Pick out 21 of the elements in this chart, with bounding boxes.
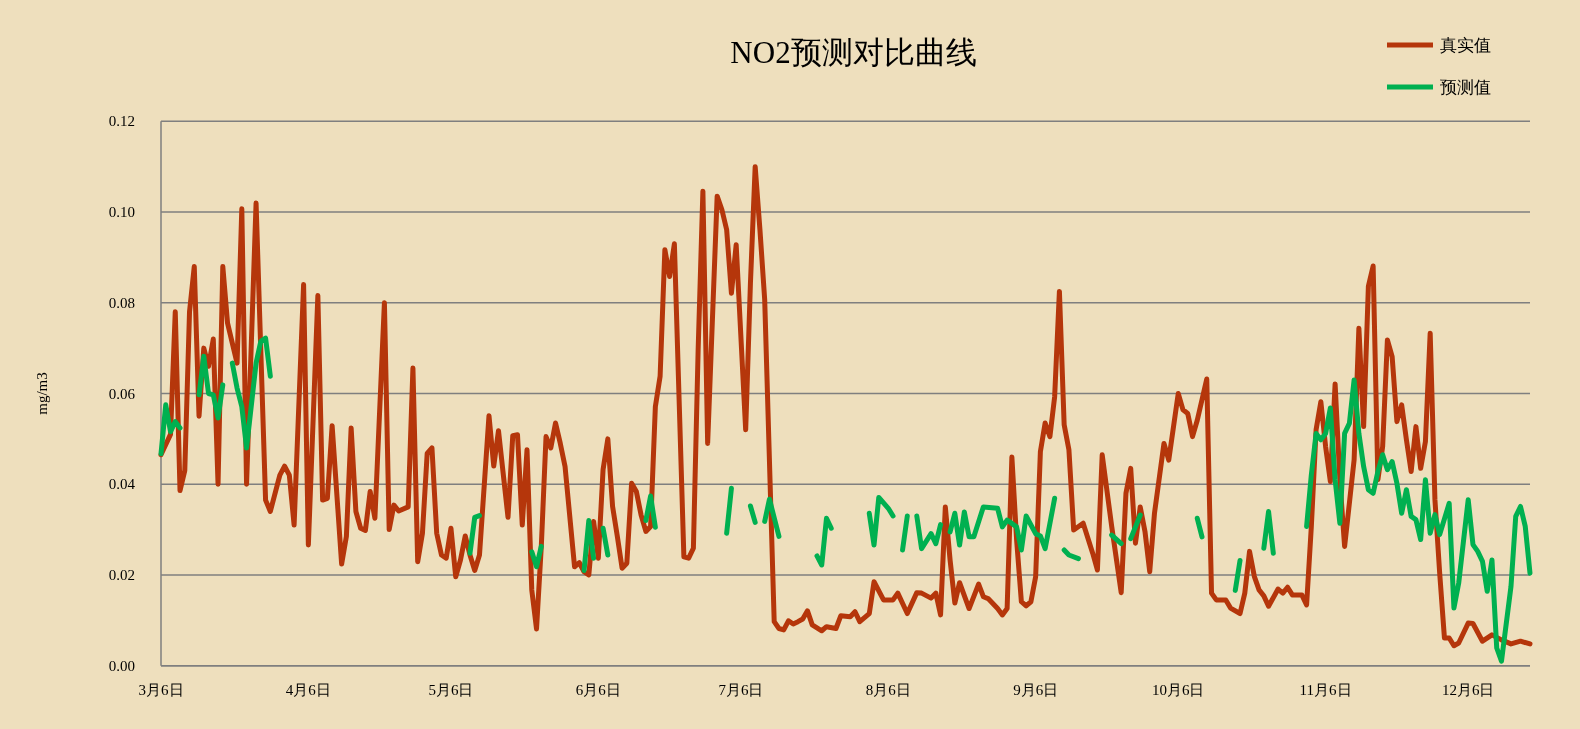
x-tick-label: 7月6日 xyxy=(718,681,764,698)
y-tick-label: 0.06 xyxy=(108,385,136,402)
x-tick-label: 12月6日 xyxy=(1441,681,1495,698)
x-tick-label: 10月6日 xyxy=(1151,681,1205,698)
x-tick-label: 6月6日 xyxy=(575,681,621,698)
chart-title: NO2预测对比曲线 xyxy=(730,35,977,70)
y-tick-label: 0.00 xyxy=(108,657,135,674)
legend-label: 真实值 xyxy=(1440,36,1491,55)
x-tick-label: 4月6日 xyxy=(285,681,331,698)
y-tick-label: 0.04 xyxy=(108,476,136,493)
y-tick-label: 0.08 xyxy=(108,294,135,311)
x-tick-label: 8月6日 xyxy=(865,681,911,698)
x-tick-label: 5月6日 xyxy=(428,681,474,698)
x-tick-label: 11月6日 xyxy=(1299,681,1352,698)
y-tick-label: 0.10 xyxy=(108,204,135,221)
y-axis-title: mg/m3 xyxy=(34,372,50,415)
y-tick-label: 0.02 xyxy=(108,566,135,583)
x-tick-label: 9月6日 xyxy=(1013,681,1059,698)
y-tick-label: 0.12 xyxy=(108,113,135,130)
legend-label: 预测值 xyxy=(1440,78,1491,97)
x-tick-label: 3月6日 xyxy=(138,681,184,698)
